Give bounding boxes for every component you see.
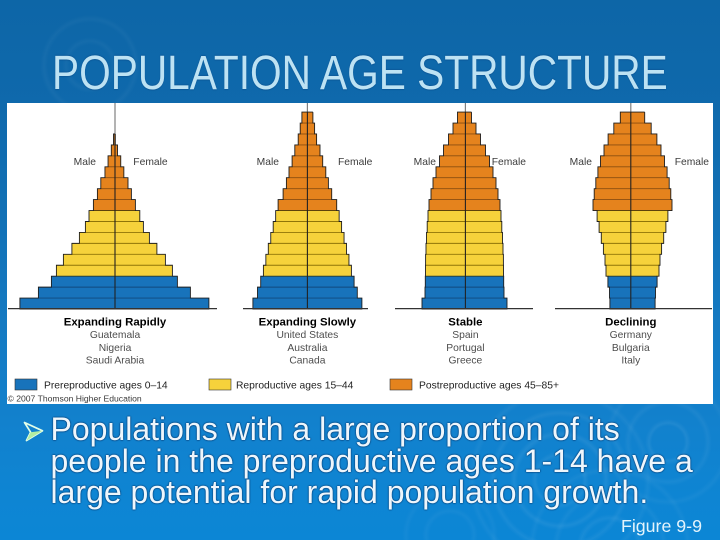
svg-text:Australia: Australia bbox=[287, 343, 327, 354]
svg-text:Male: Male bbox=[74, 157, 97, 168]
svg-text:Prereproductive ages 0–14: Prereproductive ages 0–14 bbox=[44, 381, 168, 392]
svg-text:Expanding Rapidly: Expanding Rapidly bbox=[64, 316, 167, 328]
svg-text:Saudi Arabia: Saudi Arabia bbox=[86, 356, 145, 367]
svg-text:Postreproductive ages 45–85+: Postreproductive ages 45–85+ bbox=[419, 381, 559, 392]
svg-text:Female: Female bbox=[492, 157, 527, 168]
svg-text:Germany: Germany bbox=[610, 330, 653, 341]
svg-text:Greece: Greece bbox=[449, 356, 483, 367]
svg-text:Bulgaria: Bulgaria bbox=[612, 343, 650, 354]
svg-text:United States: United States bbox=[276, 330, 338, 341]
svg-text:Expanding Slowly: Expanding Slowly bbox=[259, 316, 357, 328]
svg-text:Portugal: Portugal bbox=[446, 343, 484, 354]
svg-text:Italy: Italy bbox=[621, 356, 641, 367]
svg-text:Male: Male bbox=[257, 157, 280, 168]
svg-text:Canada: Canada bbox=[289, 356, 325, 367]
svg-text:Guatemala: Guatemala bbox=[90, 330, 141, 341]
svg-text:Nigeria: Nigeria bbox=[99, 343, 132, 354]
svg-text:© 2007 Thomson Higher Educatio: © 2007 Thomson Higher Education bbox=[8, 393, 142, 403]
svg-text:Male: Male bbox=[570, 157, 593, 168]
svg-text:Female: Female bbox=[675, 157, 710, 168]
svg-text:Male: Male bbox=[414, 157, 437, 168]
svg-text:Reproductive ages 15–44: Reproductive ages 15–44 bbox=[236, 381, 354, 392]
svg-text:Female: Female bbox=[133, 157, 168, 168]
svg-text:Spain: Spain bbox=[452, 330, 479, 341]
svg-text:Declining: Declining bbox=[605, 316, 656, 328]
svg-text:Female: Female bbox=[338, 157, 373, 168]
svg-text:Stable: Stable bbox=[448, 316, 482, 328]
